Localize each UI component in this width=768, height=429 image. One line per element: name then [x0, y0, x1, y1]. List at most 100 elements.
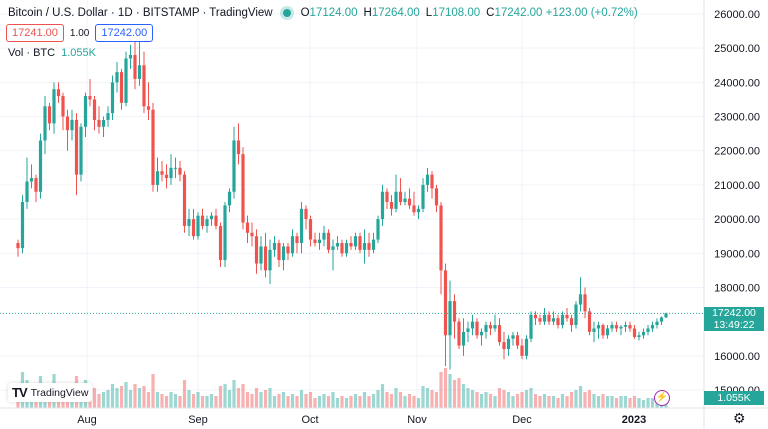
bar-countdown: 13:49:22 [713, 319, 755, 332]
volume-bar [605, 396, 610, 408]
candle-body [367, 243, 371, 250]
candle-body [173, 167, 178, 169]
ohlc-close: C17242.00 +123.00 (+0.72%) [486, 7, 638, 19]
candle-body [434, 188, 439, 206]
tradingview-logo[interactable]: TV TradingView [8, 383, 93, 402]
volume-bar [214, 396, 218, 408]
volume-bar [533, 394, 538, 408]
volume-bar [560, 394, 565, 408]
volume-bar [286, 396, 290, 408]
volume-bar [587, 390, 592, 408]
candle-body [358, 236, 362, 250]
candle-body [20, 202, 25, 249]
candle-body [61, 96, 65, 117]
candle-body [394, 191, 398, 209]
y-tick-label: 18000.00 [714, 282, 760, 294]
candle-body [155, 171, 160, 185]
candle-body [646, 328, 650, 332]
y-tick-label: 24000.00 [714, 77, 760, 89]
candle-body [641, 331, 646, 336]
candle-body [335, 243, 340, 247]
symbol-title[interactable]: Bitcoin / U.S. Dollar · 1D · BITSTAMP · … [8, 7, 273, 19]
y-axis[interactable]: 26000.00 25000.00 24000.00 23000.00 22000.00… [714, 9, 760, 397]
buy-price-button[interactable]: 17242.00 [95, 24, 154, 42]
candle-body [389, 202, 394, 209]
volume-bar [182, 380, 187, 408]
candle-body [484, 325, 488, 332]
candle-body [421, 184, 425, 209]
candle-body [16, 243, 20, 249]
lightning-icon[interactable]: ⚡ [654, 390, 670, 406]
candle-body [601, 325, 605, 336]
volume-bar [223, 384, 227, 408]
candle-body [133, 55, 137, 79]
candle-body [466, 328, 470, 332]
candle-body [272, 243, 277, 250]
volume-bar [362, 392, 367, 408]
volume-legend[interactable]: Vol · BTC 1.055K [8, 47, 96, 59]
volume-bar [457, 378, 461, 408]
candle-body [254, 236, 259, 264]
volume-bar [439, 372, 443, 408]
candle-body [556, 318, 560, 326]
volume-bar [227, 390, 232, 408]
volume-bar [466, 388, 470, 408]
volume-bar [542, 394, 547, 408]
volume-bar [610, 396, 614, 408]
volume-bar [641, 400, 646, 408]
gear-icon[interactable]: ⚙ [733, 410, 746, 426]
candle-body [326, 232, 331, 250]
volume-bar [407, 394, 412, 408]
volume-bar [367, 396, 371, 408]
volume-bar [290, 394, 295, 408]
candle-body [160, 171, 164, 175]
candle-body [380, 191, 385, 220]
volume-bar [475, 392, 479, 408]
volume-bar [119, 386, 124, 408]
x-tick-label: Sep [188, 414, 208, 426]
candle-body [178, 167, 182, 175]
candle-body [403, 198, 407, 202]
volume-bar [335, 398, 340, 408]
volume-price-tag: 1.055K [704, 391, 764, 405]
candle-body [119, 72, 124, 103]
candle-body [551, 318, 556, 322]
volume-bar [263, 390, 268, 408]
volume-bar [299, 390, 304, 408]
candle-body [515, 335, 520, 346]
volume-bar [614, 398, 619, 408]
candle-body [416, 208, 421, 213]
volume-bar [191, 394, 196, 408]
candle-body [214, 215, 218, 226]
candle-body [497, 325, 502, 343]
volume-bar [110, 384, 115, 408]
volume-bar [155, 392, 160, 408]
volume-bar [506, 392, 511, 408]
x-axis[interactable]: Aug Sep Oct Nov Dec 2023 [77, 414, 646, 426]
candle-body [25, 181, 29, 202]
candle-body [70, 119, 74, 131]
volume-bar [380, 384, 385, 408]
candle-body [632, 328, 637, 338]
x-tick-label: Nov [407, 414, 427, 426]
volume-bar [124, 382, 128, 408]
volume-bar [488, 394, 493, 408]
candle-body [457, 321, 461, 346]
volume-bar [452, 380, 457, 408]
volume-bar [254, 388, 259, 408]
ohlc-low: L17108.00 [425, 7, 481, 19]
volume-bar [497, 388, 502, 408]
candle-body [313, 239, 317, 244]
volume-bar [250, 394, 254, 408]
volume-bar [628, 398, 632, 408]
sell-price-button[interactable]: 17241.00 [6, 24, 64, 42]
volume-bar [646, 398, 650, 408]
candle-body [605, 328, 610, 336]
candle-body [353, 236, 358, 247]
volume-bar [551, 396, 556, 408]
candle-body [511, 335, 515, 339]
candle-body [281, 246, 286, 261]
candle-body [92, 99, 97, 120]
candle-body [88, 96, 92, 100]
